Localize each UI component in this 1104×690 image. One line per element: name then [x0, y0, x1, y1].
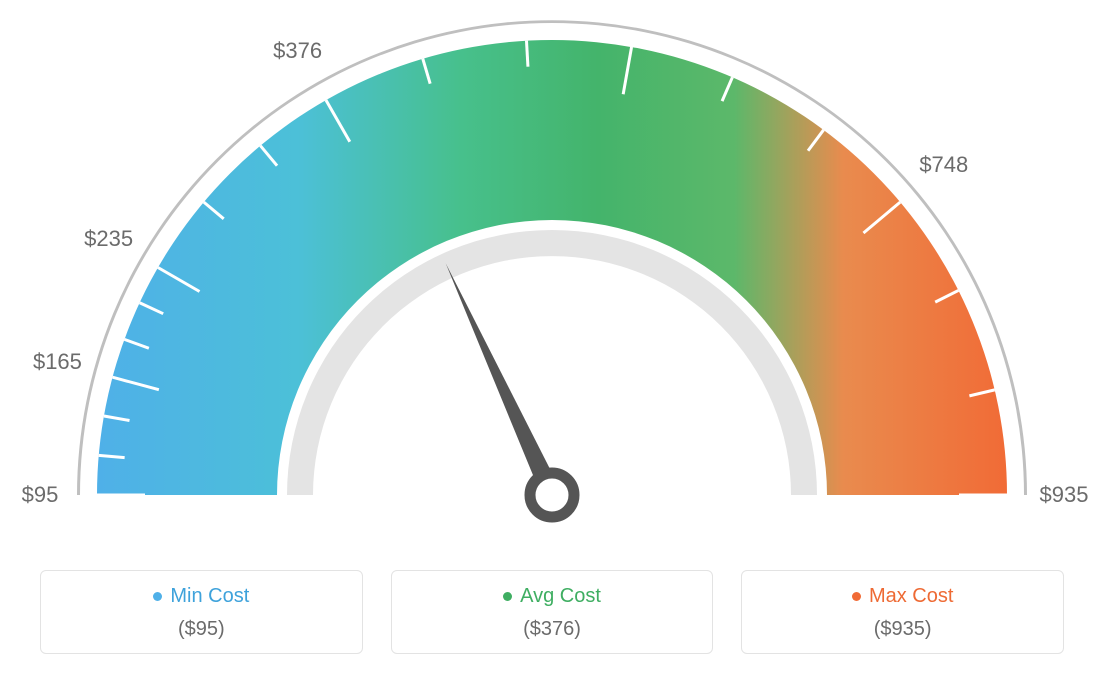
legend-row: Min Cost ($95) Avg Cost ($376) Max Cost …: [0, 570, 1104, 654]
gauge-tick-label: $376: [273, 38, 322, 64]
legend-card-avg: Avg Cost ($376): [391, 570, 714, 654]
legend-dot-max: [852, 592, 861, 601]
legend-card-max: Max Cost ($935): [741, 570, 1064, 654]
legend-dot-avg: [503, 592, 512, 601]
legend-value-min: ($95): [41, 618, 362, 641]
gauge-chart: $95 $165 $235 $376 $562 $748 $935: [0, 0, 1104, 560]
legend-dot-min: [153, 592, 162, 601]
legend-card-min: Min Cost ($95): [40, 570, 363, 654]
gauge-svg: [0, 0, 1104, 560]
gauge-tick-label: $562: [617, 0, 666, 4]
gauge-tick-label: $748: [919, 152, 968, 178]
legend-value-max: ($935): [742, 618, 1063, 641]
legend-label-avg: Avg Cost: [520, 585, 601, 608]
legend-label-max: Max Cost: [869, 585, 953, 608]
gauge-tick-label: $235: [84, 226, 133, 252]
legend-label-min: Min Cost: [170, 585, 249, 608]
legend-value-avg: ($376): [392, 618, 713, 641]
gauge-tick-label: $165: [33, 349, 82, 375]
gauge-tick-label: $935: [1040, 482, 1089, 508]
gauge-tick-label: $95: [22, 482, 59, 508]
